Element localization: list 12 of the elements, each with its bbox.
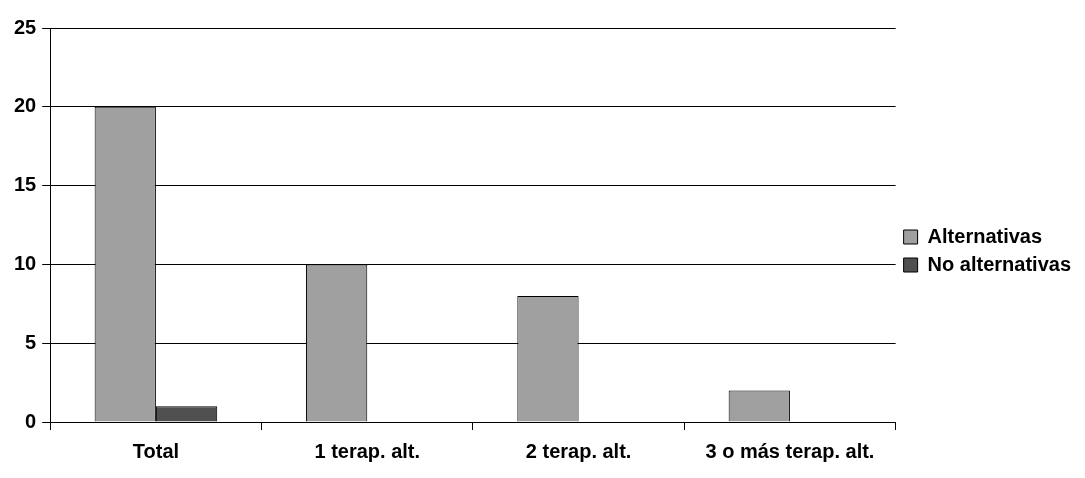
x-tick-label: 2 terap. alt. — [525, 439, 632, 462]
y-tick-label: 10 — [14, 251, 37, 274]
y-tick-label: 20 — [14, 94, 37, 117]
y-tick-label: 0 — [25, 409, 37, 432]
y-tick-label: 25 — [14, 15, 37, 38]
x-tick-label: Total — [132, 439, 180, 462]
y-tick-label: 5 — [25, 330, 37, 353]
y-tick-label: 15 — [14, 173, 37, 196]
x-tick-label: 3 o más terap. alt. — [705, 439, 875, 462]
legend-label: Alternativas — [927, 224, 1043, 247]
x-tick-label: 1 terap. alt. — [314, 439, 421, 462]
legend-label: No alternativas — [927, 252, 1071, 275]
